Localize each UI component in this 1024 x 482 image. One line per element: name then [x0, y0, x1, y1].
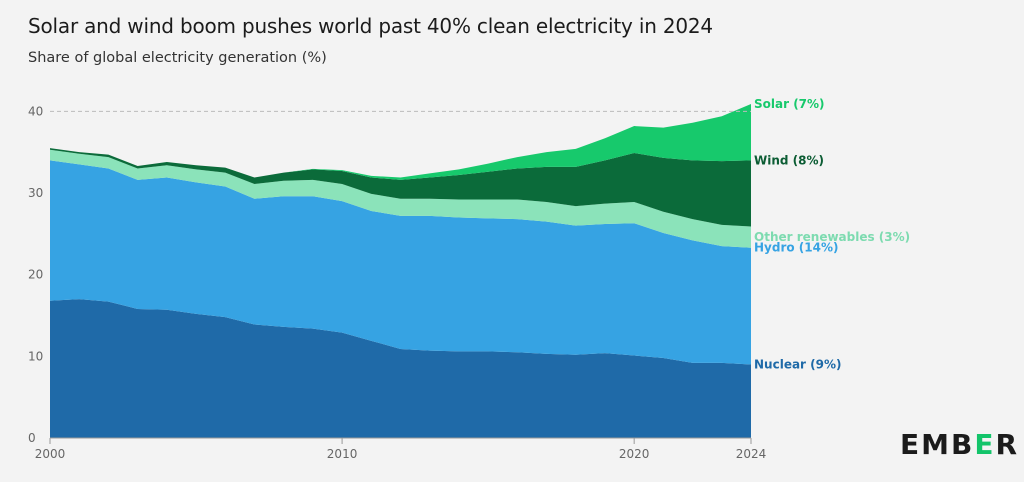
chart-subtitle: Share of global electricity generation (…: [28, 50, 327, 66]
x-tick-label: 2024: [736, 447, 767, 461]
series-label-other-renewables: Other renewables (3%): [754, 230, 910, 244]
area-solar: [50, 103, 751, 180]
x-tick-label: 2010: [327, 447, 358, 461]
x-tick-label: 2020: [619, 447, 650, 461]
area-hydro: [50, 160, 751, 365]
series-label-solar: Solar (7%): [754, 97, 825, 111]
y-tick-label: 30: [28, 186, 43, 200]
y-tick-label: 0: [28, 431, 36, 445]
series-label-hydro: Hydro (14%): [754, 241, 839, 255]
chart-title: Solar and wind boom pushes world past 40…: [28, 14, 713, 38]
series-label-nuclear: Nuclear (9%): [754, 358, 842, 372]
y-tick-label: 10: [28, 349, 43, 363]
ember-logo: EMBER: [900, 428, 1020, 461]
series-label-wind: Wind (8%): [754, 153, 824, 167]
area-nuclear: [50, 299, 751, 438]
x-tick-label: 2000: [35, 447, 66, 461]
y-tick-label: 40: [28, 104, 43, 118]
y-tick-label: 20: [28, 268, 43, 282]
area-wind: [50, 148, 751, 227]
